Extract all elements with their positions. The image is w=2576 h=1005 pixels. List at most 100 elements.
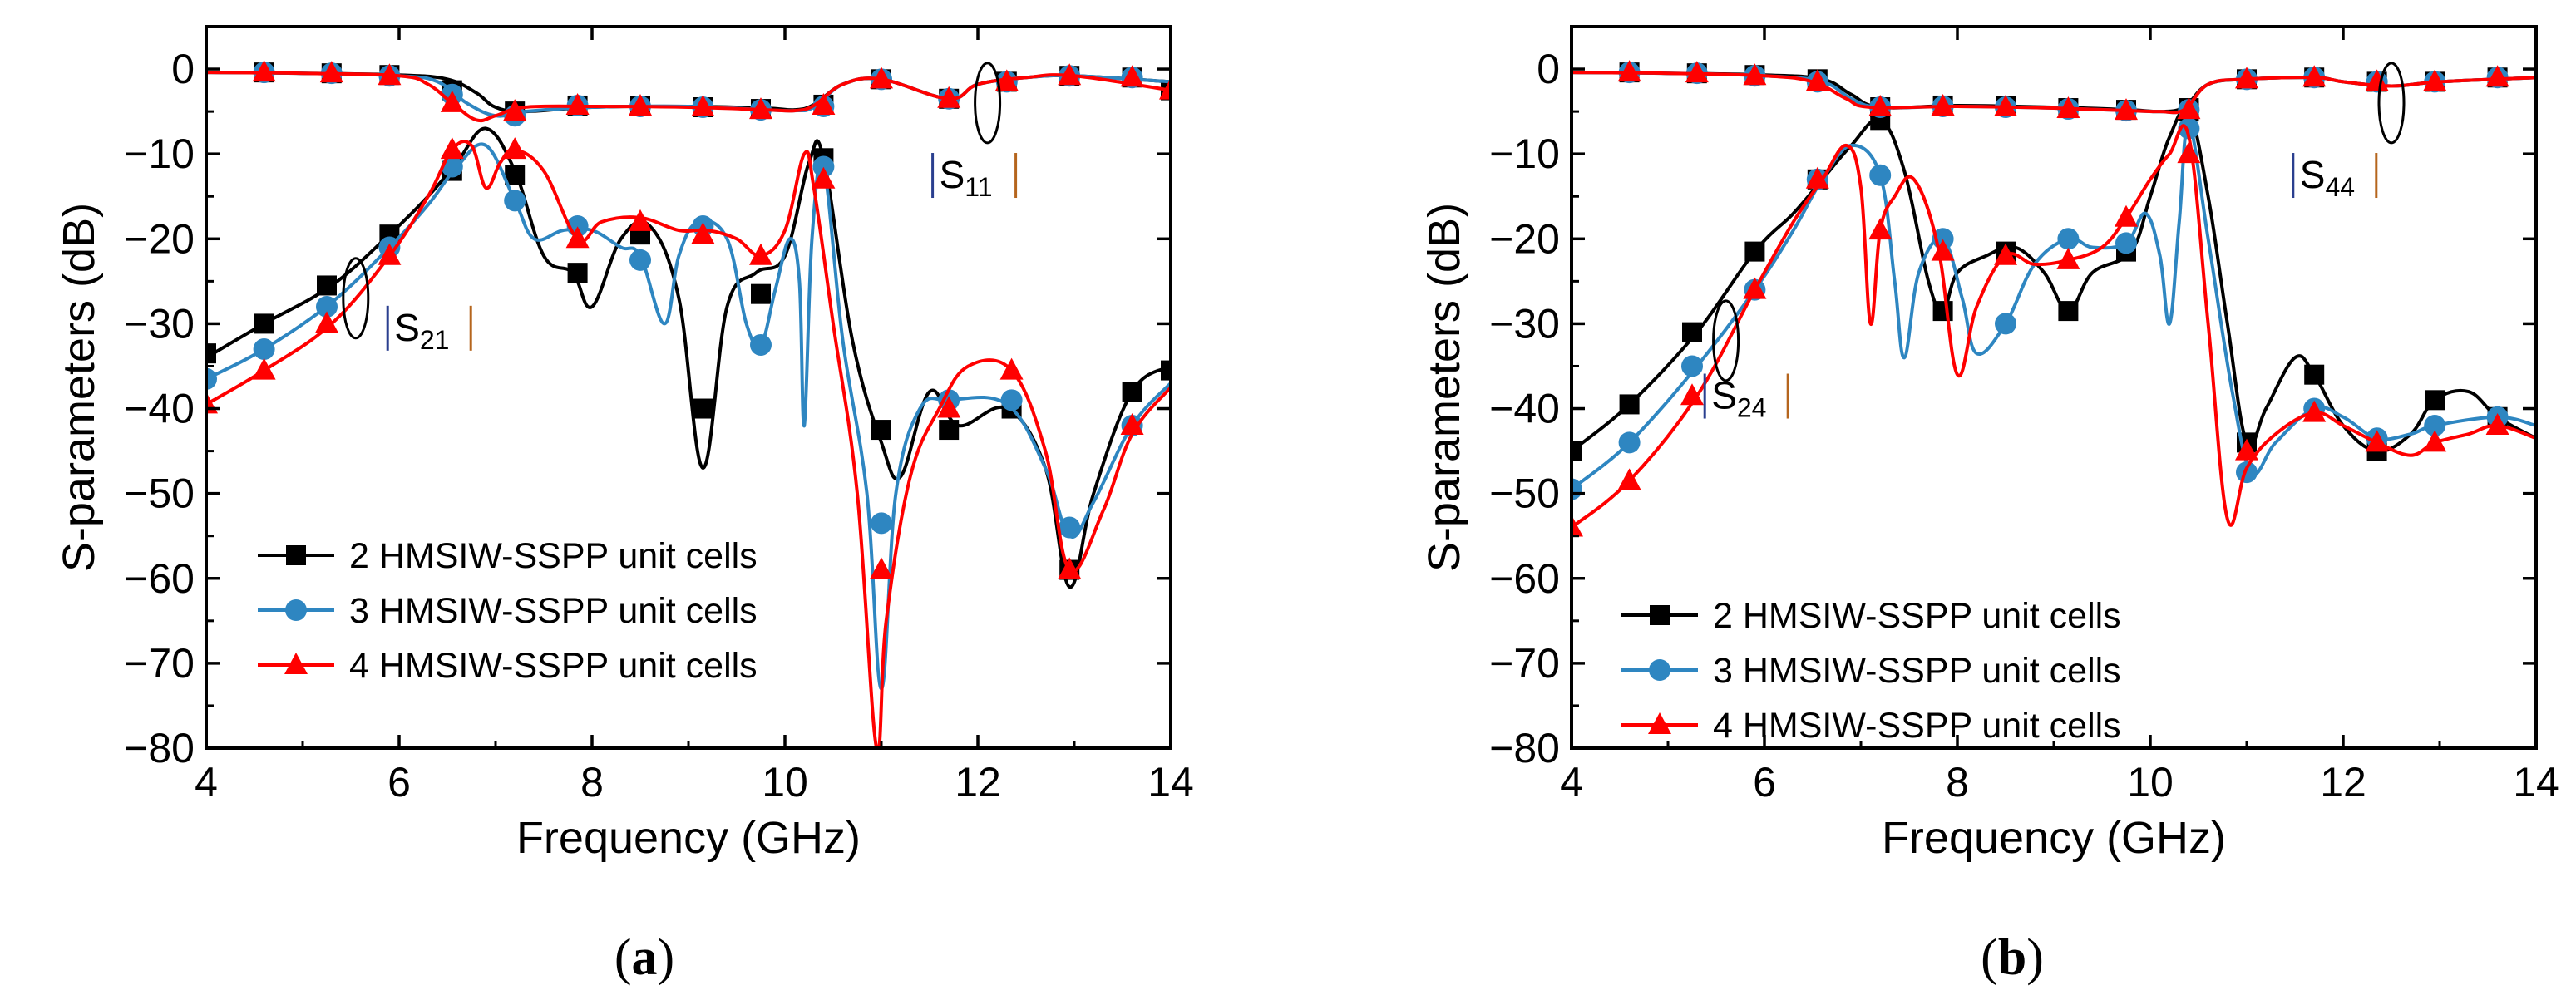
- x-tick-label: 6: [1753, 759, 1776, 805]
- y-tick-label: −70: [124, 640, 195, 687]
- x-tick-label: 4: [1560, 759, 1583, 805]
- data-point: [1805, 69, 1829, 91]
- annotation-text: S44: [2300, 153, 2355, 202]
- legend-marker: [1648, 712, 1671, 734]
- series-line-reflection: [1572, 71, 2536, 114]
- data-point: [1059, 516, 1081, 539]
- y-tick-label: −40: [1489, 386, 1560, 432]
- data-point: [2057, 228, 2080, 250]
- annotation-ellipse-s11: [974, 62, 1002, 145]
- x-tick-label: 10: [762, 759, 808, 805]
- data-point: [1994, 95, 2017, 117]
- x-tick-label: 12: [955, 759, 1001, 805]
- data-point: [749, 97, 772, 120]
- data-point: [1161, 360, 1171, 381]
- data-point: [1058, 63, 1082, 86]
- data-point: [629, 93, 652, 116]
- y-tick-label: −60: [124, 555, 195, 602]
- data-point: [1619, 394, 1640, 415]
- data-point: [2425, 390, 2445, 411]
- annotation-label-s24: S24: [1703, 373, 1789, 423]
- data-point: [812, 92, 836, 115]
- data-point: [253, 338, 275, 361]
- y-axis-title: S-parameters (dB): [1419, 203, 1469, 572]
- data-point: [2058, 301, 2079, 322]
- x-tick-label: 6: [387, 759, 411, 805]
- data-point: [1681, 355, 1703, 377]
- data-point: [1000, 389, 1023, 411]
- data-point: [1743, 277, 1767, 299]
- data-point: [2115, 232, 2137, 254]
- x-tick-label: 12: [2320, 759, 2366, 805]
- data-point: [2424, 414, 2446, 436]
- data-point: [749, 243, 772, 265]
- annotation-text: S21: [394, 306, 449, 355]
- data-point: [2235, 67, 2258, 89]
- data-point: [2115, 204, 2138, 227]
- legend-label: 4 HMSIW-SSPP unit cells: [1713, 706, 2121, 746]
- data-point: [567, 263, 588, 283]
- data-point: [691, 95, 715, 117]
- data-point: [870, 67, 893, 89]
- legend-label: 3 HMSIW-SSPP unit cells: [349, 591, 758, 631]
- data-point: [871, 512, 892, 535]
- data-point: [812, 166, 836, 189]
- data-point: [870, 557, 893, 579]
- y-tick-label: −40: [124, 386, 195, 432]
- legend-label: 2 HMSIW-SSPP unit cells: [349, 536, 758, 576]
- data-point: [2236, 461, 2258, 484]
- series-2-cells: [1572, 62, 2536, 461]
- data-point: [1994, 243, 2017, 265]
- data-point: [565, 92, 590, 115]
- y-axis-title: S-parameters (dB): [54, 203, 104, 572]
- data-point: [2177, 97, 2201, 120]
- y-tick-label: 0: [1537, 46, 1560, 92]
- data-point: [2056, 96, 2080, 119]
- data-point: [503, 99, 527, 121]
- annotation-ellipse-s24: [1712, 299, 1740, 382]
- x-tick-label: 8: [580, 759, 604, 805]
- panel-label: (b): [1981, 929, 2044, 986]
- legend-label: 4 HMSIW-SSPP unit cells: [349, 646, 758, 686]
- data-point: [629, 249, 651, 271]
- legend-label: 3 HMSIW-SSPP unit cells: [1713, 651, 2121, 691]
- data-point: [1617, 468, 1641, 490]
- y-tick-label: −10: [1489, 131, 1560, 177]
- legend: 2 HMSIW-SSPP unit cells 3 HMSIW-SSPP unit…: [258, 536, 758, 686]
- x-axis-title: Frequency (GHz): [516, 813, 861, 863]
- data-point: [1805, 166, 1829, 189]
- data-point: [1744, 241, 1765, 262]
- data-point: [1680, 383, 1704, 406]
- data-point: [565, 226, 590, 249]
- data-point: [750, 333, 772, 356]
- data-point: [2056, 247, 2080, 269]
- data-point: [1682, 322, 1702, 342]
- chart-panel-a: 4 6 8 10 12 14 0 −10 −20 −30 −40 −50 −60 −70 −80 Freque…: [54, 25, 1194, 986]
- legend-marker: [286, 545, 306, 565]
- data-point: [317, 275, 337, 296]
- data-point: [812, 155, 835, 178]
- series-4-cells: [1572, 60, 2536, 537]
- data-point: [440, 90, 464, 112]
- legend: 2 HMSIW-SSPP unit cells 3 HMSIW-SSPP unit…: [1621, 596, 2121, 746]
- data-point: [378, 243, 402, 265]
- x-tick-label: 8: [1946, 759, 1969, 805]
- data-point: [2304, 364, 2325, 385]
- data-point: [316, 295, 338, 318]
- data-point: [252, 357, 276, 380]
- data-point: [319, 61, 343, 83]
- legend-marker: [1650, 605, 1670, 625]
- data-point: [2235, 438, 2258, 461]
- data-point: [871, 420, 891, 441]
- x-tick-label: 10: [2127, 759, 2174, 805]
- series-line-reflection: [206, 71, 1171, 123]
- legend-marker: [284, 653, 308, 674]
- data-point: [2115, 98, 2138, 121]
- x-axis-title: Frequency (GHz): [1882, 813, 2226, 863]
- data-point: [1743, 63, 1767, 86]
- data-point: [2485, 412, 2509, 435]
- data-point: [629, 209, 652, 231]
- data-point: [1932, 301, 1953, 322]
- data-point: [1122, 382, 1142, 402]
